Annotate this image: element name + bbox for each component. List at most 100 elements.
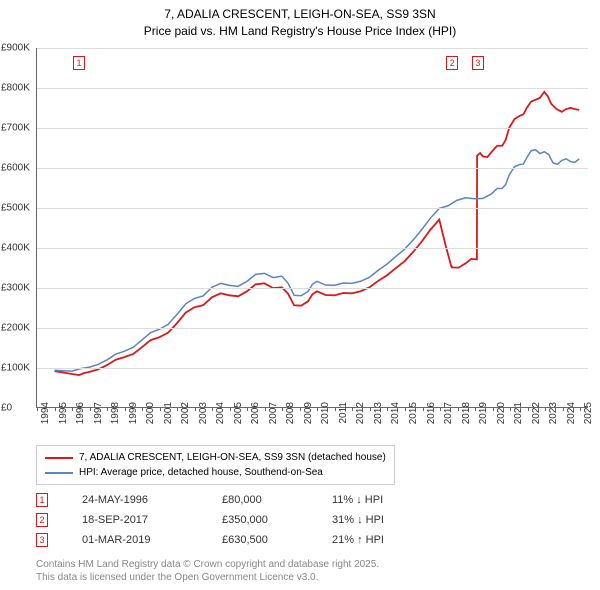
chart-svg — [37, 48, 588, 407]
x-tick-label: 2009 — [303, 402, 314, 424]
x-tick — [107, 407, 108, 411]
chart-area: £0£100K£200K£300K£400K£500K£600K£700K£80… — [36, 48, 588, 408]
sale-date: 01-MAR-2019 — [82, 534, 222, 546]
gridline-h — [37, 88, 588, 89]
sale-date: 18-SEP-2017 — [82, 514, 222, 526]
gridline-h — [37, 48, 588, 49]
x-tick — [177, 407, 178, 411]
x-tick — [72, 407, 73, 411]
sale-price: £350,000 — [222, 514, 332, 526]
gridline-h — [37, 328, 588, 329]
sale-diff: 31% ↓ HPI — [332, 514, 432, 526]
x-tick-label: 2003 — [198, 402, 209, 424]
x-tick — [352, 407, 353, 411]
x-tick — [300, 407, 301, 411]
x-tick — [195, 407, 196, 411]
sales-row: 2 18-SEP-2017£350,00031% ↓ HPI — [36, 510, 432, 530]
sale-price: £80,000 — [222, 494, 332, 506]
x-tick-label: 2014 — [390, 402, 401, 424]
legend-label: 7, ADALIA CRESCENT, LEIGH-ON-SEA, SS9 3S… — [79, 450, 386, 465]
x-tick-label: 2015 — [408, 402, 419, 424]
legend-swatch — [45, 472, 73, 474]
sale-marker-icon: 2 — [36, 513, 48, 527]
x-tick — [580, 407, 581, 411]
x-tick — [90, 407, 91, 411]
x-tick-label: 2022 — [531, 402, 542, 424]
x-tick — [545, 407, 546, 411]
sales-table: 124-MAY-1996£80,00011% ↓ HPI218-SEP-2017… — [36, 490, 432, 550]
sale-marker-2: 2 — [446, 56, 458, 70]
y-tick-label: £600K — [1, 163, 35, 174]
x-tick-label: 2025 — [583, 402, 594, 424]
x-tick-label: 2000 — [145, 402, 156, 424]
x-tick — [528, 407, 529, 411]
x-tick-label: 2018 — [461, 402, 472, 424]
x-tick-label: 2019 — [478, 402, 489, 424]
sale-date: 24-MAY-1996 — [82, 494, 222, 506]
y-tick-label: £400K — [1, 243, 35, 254]
series-line-price_paid — [54, 92, 579, 375]
x-tick — [563, 407, 564, 411]
x-tick — [405, 407, 406, 411]
x-tick-label: 2012 — [355, 402, 366, 424]
x-tick-label: 2006 — [250, 402, 261, 424]
series-line-hpi — [54, 150, 579, 371]
x-tick — [160, 407, 161, 411]
gridline-h — [37, 128, 588, 129]
x-tick — [387, 407, 388, 411]
y-tick-label: £900K — [1, 43, 35, 54]
y-tick-label: £800K — [1, 83, 35, 94]
gridline-h — [37, 168, 588, 169]
x-tick-label: 2016 — [426, 402, 437, 424]
x-tick-label: 2002 — [180, 402, 191, 424]
x-tick — [55, 407, 56, 411]
sales-row: 301-MAR-2019£630,50021% ↑ HPI — [36, 530, 432, 550]
legend-box: 7, ADALIA CRESCENT, LEIGH-ON-SEA, SS9 3S… — [36, 445, 395, 485]
x-tick-label: 2013 — [373, 402, 384, 424]
sale-marker-icon: 1 — [36, 493, 48, 507]
gridline-h — [37, 368, 588, 369]
legend-label: HPI: Average price, detached house, Sout… — [79, 465, 323, 480]
legend-row: HPI: Average price, detached house, Sout… — [45, 465, 386, 480]
sale-marker-icon: 3 — [36, 533, 48, 547]
x-tick-label: 1996 — [75, 402, 86, 424]
x-tick-label: 2023 — [548, 402, 559, 424]
y-tick-label: £500K — [1, 203, 35, 214]
gridline-h — [37, 208, 588, 209]
x-tick — [125, 407, 126, 411]
x-tick-label: 2005 — [233, 402, 244, 424]
x-tick — [142, 407, 143, 411]
gridline-h — [37, 288, 588, 289]
x-tick-label: 2007 — [268, 402, 279, 424]
y-tick-label: £700K — [1, 123, 35, 134]
x-tick — [475, 407, 476, 411]
x-tick — [493, 407, 494, 411]
y-tick-label: £0 — [1, 403, 35, 414]
x-tick — [265, 407, 266, 411]
x-tick-label: 2011 — [338, 402, 349, 424]
title-block: 7, ADALIA CRESCENT, LEIGH-ON-SEA, SS9 3S… — [0, 0, 600, 40]
x-tick-label: 2010 — [320, 402, 331, 424]
x-tick-label: 2008 — [285, 402, 296, 424]
sales-row: 124-MAY-1996£80,00011% ↓ HPI — [36, 490, 432, 510]
gridline-h — [37, 248, 588, 249]
legend-swatch — [45, 457, 73, 459]
x-tick — [247, 407, 248, 411]
x-tick-label: 2001 — [163, 402, 174, 424]
x-tick-label: 2021 — [513, 402, 524, 424]
x-tick — [423, 407, 424, 411]
x-tick-label: 1998 — [110, 402, 121, 424]
footer-line-2: This data is licensed under the Open Gov… — [36, 571, 379, 584]
x-tick — [212, 407, 213, 411]
chart-container: 7, ADALIA CRESCENT, LEIGH-ON-SEA, SS9 3S… — [0, 0, 600, 590]
x-tick — [37, 407, 38, 411]
sale-marker-1: 1 — [73, 56, 85, 70]
sale-price: £630,500 — [222, 534, 332, 546]
x-tick-label: 1999 — [128, 402, 139, 424]
x-tick — [440, 407, 441, 411]
footer: Contains HM Land Registry data © Crown c… — [36, 558, 379, 584]
y-tick-label: £300K — [1, 283, 35, 294]
x-tick-label: 2017 — [443, 402, 454, 424]
title-line-2: Price paid vs. HM Land Registry's House … — [0, 23, 600, 40]
x-tick — [510, 407, 511, 411]
